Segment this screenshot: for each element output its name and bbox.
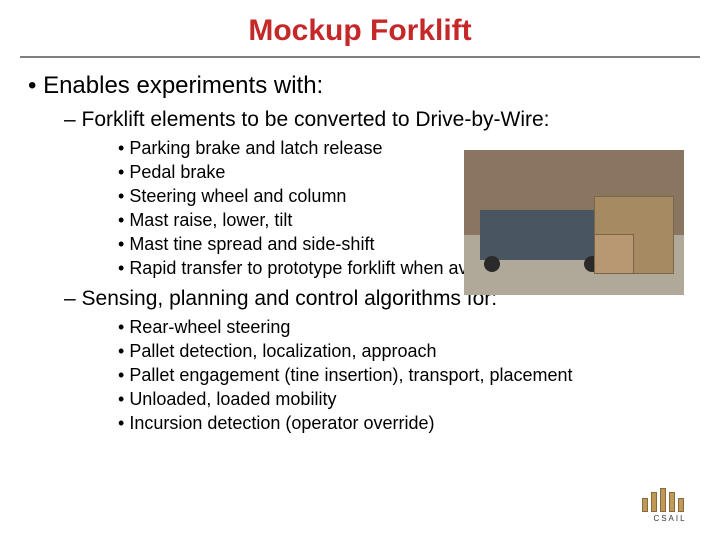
- lvl1-bullet: •: [28, 72, 36, 99]
- lvl1-text: Enables experiments with:: [43, 72, 323, 99]
- lvl2-dash: –: [64, 287, 76, 310]
- logo-icon: [642, 486, 698, 512]
- title-rule: [20, 56, 700, 58]
- lvl2-dash: –: [64, 108, 76, 131]
- forklift-photo: [464, 150, 684, 295]
- list-item: Pallet detection, localization, approach: [118, 341, 692, 362]
- lvl2-text: Forklift elements to be converted to Dri…: [82, 108, 550, 131]
- slide-title: Mockup Forklift: [0, 0, 720, 56]
- logo-label: CSAIL: [642, 514, 698, 523]
- photo-box: [594, 234, 634, 274]
- list-item: Incursion detection (operator override): [118, 413, 692, 434]
- list-item: Rear-wheel steering: [118, 317, 692, 338]
- list-algorithms: Rear-wheel steering Pallet detection, lo…: [118, 317, 692, 434]
- list-item: Unloaded, loaded mobility: [118, 389, 692, 410]
- title-text: Mockup Forklift: [248, 14, 471, 47]
- photo-wheel: [484, 256, 500, 272]
- photo-cart: [480, 210, 600, 260]
- csail-logo: CSAIL: [642, 486, 698, 526]
- lvl2-text: Sensing, planning and control algorithms…: [82, 287, 498, 310]
- bullet-level-2: – Forklift elements to be converted to D…: [64, 108, 692, 132]
- bullet-level-1: • Enables experiments with:: [28, 72, 692, 100]
- list-item: Pallet engagement (tine insertion), tran…: [118, 365, 692, 386]
